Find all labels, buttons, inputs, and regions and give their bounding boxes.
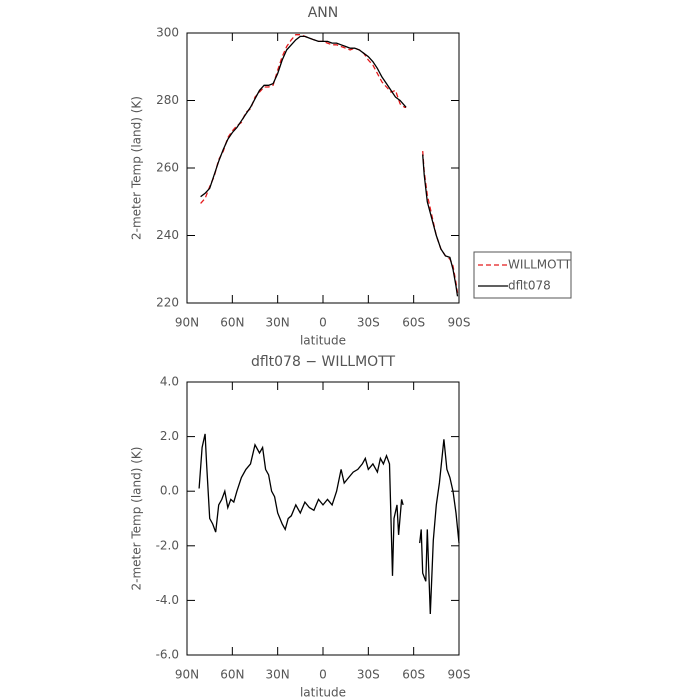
y-tick-label: -6.0: [156, 648, 179, 662]
data-line: [198, 433, 460, 615]
y-tick-label: 4.0: [160, 375, 179, 389]
data-line: [200, 34, 459, 293]
chart-title: dflt078 − WILLMOTT: [251, 354, 396, 370]
chart-title: ANN: [308, 5, 339, 21]
x-tick-label: 60S: [402, 316, 425, 330]
x-tick-label: 90S: [448, 316, 471, 330]
plot-frame: [186, 32, 460, 304]
x-tick-label: 30S: [357, 668, 380, 682]
y-tick-label: 280: [156, 93, 179, 107]
y-tick-label: 300: [156, 26, 179, 40]
x-tick-label: 90N: [175, 668, 199, 682]
x-axis-label: latitude: [300, 686, 346, 700]
y-tick-label: 240: [156, 228, 179, 242]
y-axis-label: 2-meter Temp (land) (K): [130, 96, 144, 240]
x-tick-label: 60S: [402, 668, 425, 682]
y-tick-label: -4.0: [156, 593, 179, 607]
x-tick-label: 90N: [175, 316, 199, 330]
x-tick-label: 30N: [266, 316, 290, 330]
y-tick-label: 260: [156, 161, 179, 175]
x-tick-label: 60N: [220, 668, 244, 682]
y-tick-label: -2.0: [156, 538, 179, 552]
plot-frame: [186, 381, 460, 656]
x-tick-label: 30N: [266, 668, 290, 682]
legend-label: dflt078: [508, 279, 551, 293]
x-axis-label: latitude: [300, 334, 346, 348]
data-line: [200, 35, 459, 297]
x-tick-label: 30S: [357, 316, 380, 330]
y-tick-label: 0.0: [160, 484, 179, 498]
x-tick-label: 90S: [448, 668, 471, 682]
y-axis-label: 2-meter Temp (land) (K): [130, 447, 144, 591]
legend: WILLMOTT dflt078: [473, 251, 572, 299]
legend-label: WILLMOTT: [508, 258, 572, 272]
x-tick-label: 0: [319, 316, 327, 330]
x-tick-label: 0: [319, 668, 327, 682]
legend-box: [473, 251, 572, 299]
x-tick-label: 60N: [220, 316, 244, 330]
y-tick-label: 220: [156, 296, 179, 310]
y-tick-label: 2.0: [160, 429, 179, 443]
